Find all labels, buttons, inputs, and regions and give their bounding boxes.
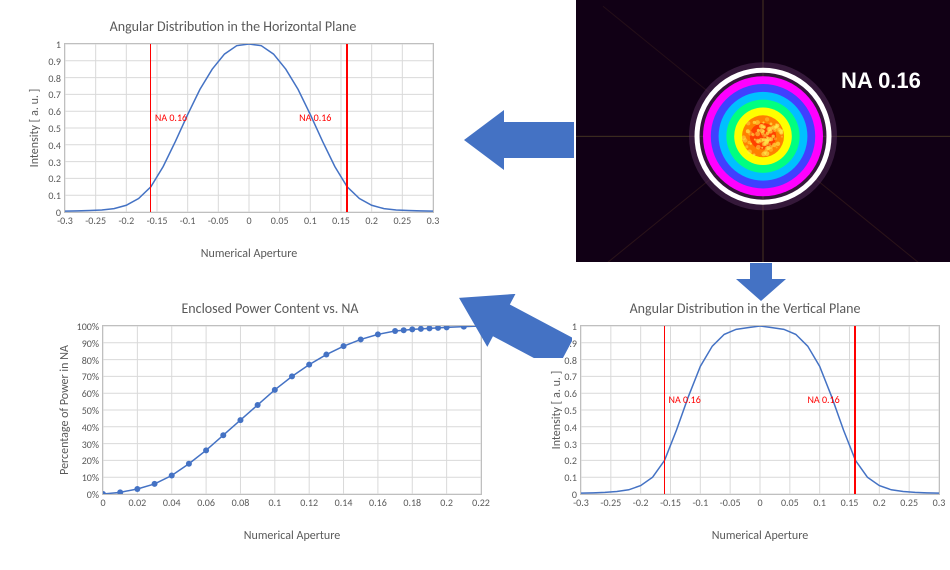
arrow-beam-to-horizontal xyxy=(464,110,574,170)
horizontal-chart-area: NA 0.16NA 0.16-0.3-0.25-0.2-0.15-0.1-0.0… xyxy=(64,43,434,213)
power-chart-title: Enclosed Power Content vs. NA xyxy=(50,300,490,317)
arrow-beam-to-vertical xyxy=(736,263,786,301)
beam-spot-image: NA 0.16 xyxy=(576,0,950,262)
power-chart-area: 00.020.040.060.080.10.120.140.160.180.20… xyxy=(102,325,482,495)
power-x-label: Numerical Aperture xyxy=(102,529,482,543)
horizontal-x-label: Numerical Aperture xyxy=(64,247,434,261)
beam-image-panel: NA 0.16 xyxy=(576,0,950,262)
vertical-chart-area: NA 0.16NA 0.16-0.3-0.25-0.2-0.15-0.1-0.0… xyxy=(580,325,940,495)
vertical-chart-panel: Angular Distribution in the Vertical Pla… xyxy=(540,300,950,543)
svg-text:NA 0.16: NA 0.16 xyxy=(841,68,921,93)
vertical-chart-title: Angular Distribution in the Vertical Pla… xyxy=(540,300,950,317)
horizontal-y-label: Intensity [ a. u. ] xyxy=(28,43,42,213)
power-y-label: Percentage of Power in NA xyxy=(58,325,72,495)
arrow-beam-to-power xyxy=(452,294,572,358)
vertical-x-label: Numerical Aperture xyxy=(580,529,940,543)
horizontal-chart-panel: Angular Distribution in the Horizontal P… xyxy=(18,18,448,261)
power-chart-panel: Enclosed Power Content vs. NA 00.020.040… xyxy=(50,300,490,543)
horizontal-chart-title: Angular Distribution in the Horizontal P… xyxy=(18,18,448,35)
